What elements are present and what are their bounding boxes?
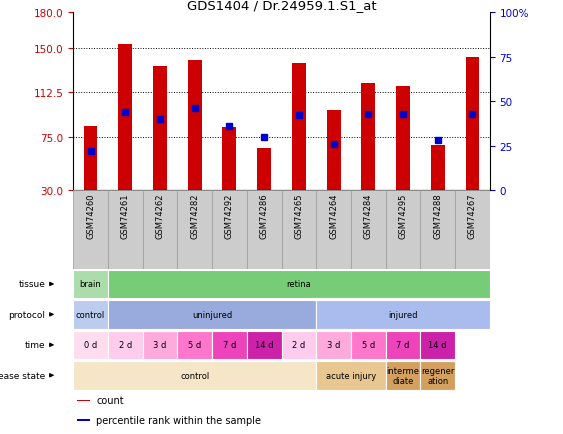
Bar [142,331,177,359]
Text: 2 d: 2 d [292,341,306,349]
Bar [316,191,351,269]
Bar [431,146,445,227]
Text: GSM74267: GSM74267 [468,193,477,239]
Text: GSM74295: GSM74295 [399,193,408,239]
Text: GSM74262: GSM74262 [155,193,164,239]
Text: GSM74265: GSM74265 [294,193,303,239]
Text: GSM74288: GSM74288 [434,193,442,239]
Bar [396,86,410,227]
Text: control: control [76,310,105,319]
Text: time: time [25,341,46,349]
Bar [386,361,421,390]
Text: 5 d: 5 d [361,341,375,349]
Text: interme
diate: interme diate [387,366,419,385]
Bar [257,148,271,227]
Bar [466,58,480,227]
Text: 14 d: 14 d [428,341,447,349]
Text: disease state: disease state [0,371,46,380]
Bar [386,331,421,359]
Text: acute injury: acute injury [326,371,376,380]
Text: 7 d: 7 d [396,341,410,349]
Bar [187,60,202,227]
Bar [177,331,212,359]
Bar [351,191,386,269]
Text: tissue: tissue [19,280,46,289]
Bar [316,331,351,359]
Bar [83,127,97,227]
Bar [118,45,132,227]
Text: regener
ation: regener ation [421,366,454,385]
Text: 3 d: 3 d [327,341,340,349]
Bar [108,191,142,269]
Text: uninjured: uninjured [192,310,232,319]
Bar [77,419,90,421]
Text: GSM74286: GSM74286 [260,193,269,239]
Text: protocol: protocol [8,310,46,319]
Text: GSM74260: GSM74260 [86,193,95,239]
Bar [108,331,142,359]
Bar [361,84,375,227]
Bar [177,191,212,269]
Bar [316,361,386,390]
Text: injured: injured [388,310,418,319]
Text: retina: retina [287,280,311,289]
Title: GDS1404 / Dr.24959.1.S1_at: GDS1404 / Dr.24959.1.S1_at [187,0,376,12]
Bar [247,331,282,359]
Text: 5 d: 5 d [188,341,202,349]
Bar [108,300,316,329]
Bar [153,66,167,227]
Bar [421,191,455,269]
Text: GSM74264: GSM74264 [329,193,338,239]
Bar [351,331,386,359]
Text: GSM74284: GSM74284 [364,193,373,239]
Text: GSM74282: GSM74282 [190,193,199,239]
Text: 14 d: 14 d [255,341,274,349]
Text: count: count [96,395,124,405]
Bar [421,361,455,390]
Bar [73,270,108,299]
Bar [73,331,108,359]
Bar [212,331,247,359]
Bar [386,191,421,269]
Text: brain: brain [80,280,101,289]
Text: 7 d: 7 d [223,341,236,349]
Bar [282,191,316,269]
Bar [212,191,247,269]
Bar [247,191,282,269]
Bar [455,191,490,269]
Bar [77,400,90,401]
Bar [327,110,341,227]
Bar [73,300,108,329]
Bar [292,64,306,227]
Text: GSM74292: GSM74292 [225,193,234,239]
Text: 2 d: 2 d [119,341,132,349]
Bar [73,191,108,269]
Bar [282,331,316,359]
Text: 3 d: 3 d [153,341,167,349]
Text: 0 d: 0 d [84,341,97,349]
Text: percentile rank within the sample: percentile rank within the sample [96,415,261,425]
Bar [142,191,177,269]
Bar [421,331,455,359]
Bar [73,361,316,390]
Bar [222,128,236,227]
Bar [316,300,490,329]
Text: control: control [180,371,209,380]
Text: GSM74261: GSM74261 [121,193,129,239]
